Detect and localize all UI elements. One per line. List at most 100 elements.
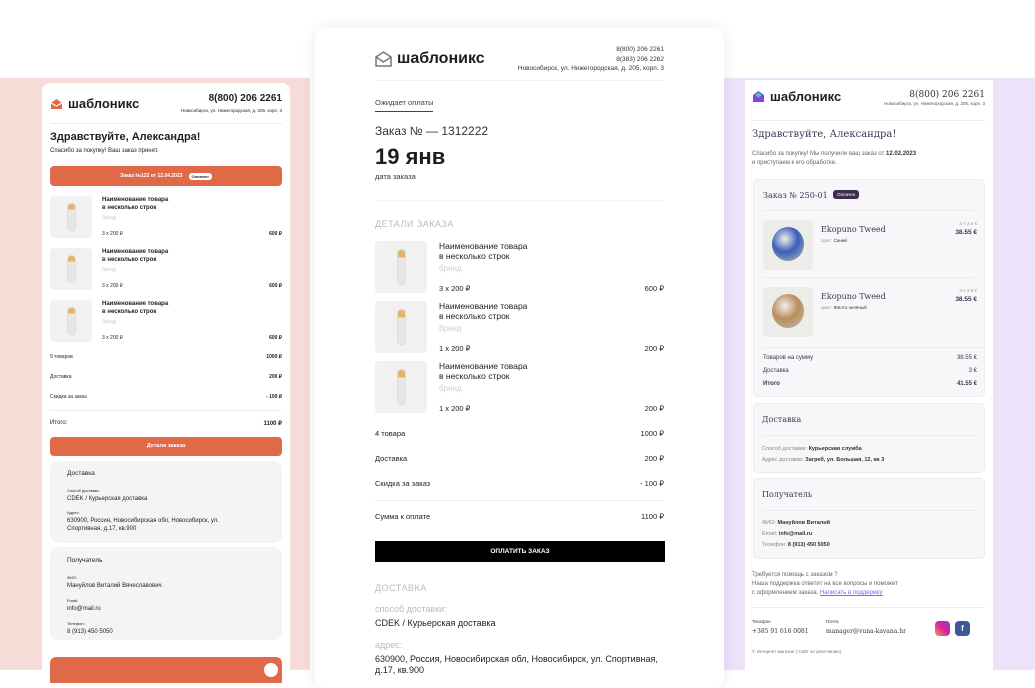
product-image bbox=[50, 248, 92, 290]
recipient-box: Получатель ФИО: Мануйлов Виталий Вячесла… bbox=[50, 547, 282, 640]
logo-text: шаблоникс bbox=[770, 89, 842, 104]
summary-value: 41.55 € bbox=[956, 381, 977, 387]
order-number: Заказ № 250-01 bbox=[763, 191, 828, 200]
order-details-button[interactable]: Детали заказа bbox=[50, 437, 282, 456]
delivery-title: Доставка bbox=[762, 415, 802, 424]
order-date-label: дата заказа bbox=[375, 172, 416, 181]
logo-text: шаблоникс bbox=[397, 50, 485, 67]
order-date: 19 янв bbox=[375, 144, 446, 169]
total-label: Сумма к оплате bbox=[375, 512, 431, 521]
instagram-icon[interactable] bbox=[935, 621, 950, 636]
summary-value: 1000 ₽ bbox=[266, 354, 282, 360]
support-link[interactable]: Написать в поддержку bbox=[819, 590, 883, 596]
summary-value: 38.55 € bbox=[956, 355, 977, 361]
product-image bbox=[375, 361, 427, 413]
product-qty: 3 x 200 ₽ bbox=[102, 231, 123, 237]
logo-text: шаблоникс bbox=[68, 96, 140, 111]
envelope-logo-icon bbox=[50, 98, 63, 109]
product-image bbox=[375, 301, 427, 353]
details-heading: ДЕТАЛИ ЗАКАЗА bbox=[375, 219, 454, 229]
summary-label: Товаров на сумму bbox=[763, 355, 814, 361]
logo: шаблоникс bbox=[50, 96, 139, 111]
social-icon[interactable] bbox=[264, 663, 278, 677]
method-label: способ доставки: bbox=[375, 604, 447, 614]
product-total: 600 ₽ bbox=[269, 283, 282, 289]
recipient-title: Получатель bbox=[67, 557, 103, 564]
method-value: CDEK / Курьерская доставка bbox=[67, 496, 148, 502]
product-name: Ekopuno Tweed bbox=[821, 292, 886, 301]
delivery-box: Доставка Способ доставки: CDEK / Курьерс… bbox=[50, 461, 282, 543]
address-value: Загреб, ул. Большая, 12, кв 3 bbox=[805, 457, 885, 463]
phone: 8(800) 206 2261 bbox=[909, 90, 985, 100]
recipient-title: Получатель bbox=[762, 490, 813, 499]
help-line2: Наша поддержка ответит на все вопросы и … bbox=[752, 581, 898, 587]
color-value: Синий bbox=[833, 238, 847, 243]
summary-label: Доставка bbox=[763, 368, 789, 374]
status-badge: Оплачен bbox=[188, 172, 212, 180]
email-template-mono: шаблоникс 8(800) 206 2261 8(383) 206 226… bbox=[315, 28, 724, 688]
email-value: info@mail.ru bbox=[67, 606, 101, 612]
pay-order-button[interactable]: ОПЛАТИТЬ ЗАКАЗ bbox=[375, 541, 665, 562]
method-label: Способ доставки: bbox=[762, 446, 808, 452]
product-qty: 3 x 200 ₽ bbox=[439, 284, 471, 293]
order-box: Заказ № 250-01 Оплачен Ekopuno Tweed Цве… bbox=[753, 179, 985, 397]
product-total: 600 ₽ bbox=[644, 284, 664, 293]
email-template-orange: шаблоникс 8(800) 206 2261 Новосибирск, у… bbox=[42, 83, 290, 683]
phone-label: Телефон: bbox=[762, 542, 787, 548]
thanks-text: Спасибо за покупку! Мы получили ваш зака… bbox=[752, 150, 916, 168]
email-value: info@mail.ru bbox=[778, 531, 813, 537]
email-label: Email: bbox=[762, 531, 778, 537]
thanks-line1: Спасибо за покупку! Мы получили ваш зака… bbox=[752, 151, 887, 157]
product-image bbox=[50, 196, 92, 238]
email-template-purple: шаблоникс 8(800) 206 2261 Новосибирск, у… bbox=[745, 80, 993, 680]
contacts: 8(800) 206 2261 8(383) 206 2262 Новосиби… bbox=[518, 45, 664, 74]
footer-bar bbox=[50, 657, 282, 683]
product-brand: бренд bbox=[102, 319, 117, 325]
envelope-logo-icon bbox=[375, 51, 392, 67]
summary-label: 9 товаров bbox=[50, 354, 73, 360]
facebook-icon[interactable]: f bbox=[955, 621, 970, 636]
product-qty: 3 x 200 ₽ bbox=[102, 283, 123, 289]
product-brand: бренд bbox=[102, 215, 117, 221]
product-brand: бренд bbox=[439, 324, 462, 333]
delivery-title: Доставка bbox=[67, 470, 95, 477]
color-value: Жёлто-зелёный bbox=[833, 305, 867, 310]
product-qty: 1 x 200 ₽ bbox=[439, 404, 471, 413]
address-line2: Спортивная, д.17, кв.900 bbox=[67, 526, 137, 532]
unit-price: 3 × 2.5 € bbox=[959, 288, 977, 293]
product-total: 200 ₽ bbox=[644, 344, 664, 353]
phone2: 8(383) 206 2262 bbox=[616, 55, 664, 63]
product-total: 38.55 € bbox=[955, 229, 977, 236]
footer-phone: +385 91 616 0081 bbox=[752, 628, 809, 635]
summary-label: Итого bbox=[763, 381, 780, 387]
logo: шаблоникс bbox=[375, 50, 485, 68]
delivery-heading: ДОСТАВКА bbox=[375, 583, 427, 593]
status-badge: Оплачен bbox=[833, 190, 860, 199]
product-total: 38.55 € bbox=[955, 296, 977, 303]
name-value: Мануйлов Виталий Вячеславович bbox=[67, 583, 162, 589]
recipient-box: Получатель ФИО: Мануйлов Виталий Email: … bbox=[753, 478, 985, 559]
name-value: Мануйлов Виталий bbox=[777, 520, 831, 526]
product-name: Наименование товара в несколько строк bbox=[439, 301, 528, 321]
unit-price: 3 × 2.5 € bbox=[959, 221, 977, 226]
footer-mail-label: Почта bbox=[826, 619, 839, 624]
phone1: 8(800) 206 2261 bbox=[616, 46, 664, 53]
order-bar: Заказ №122 от 12.04.2023 Оплачен bbox=[50, 166, 282, 186]
order-number: Заказ № — 1312222 bbox=[375, 124, 489, 138]
product-image bbox=[375, 241, 427, 293]
thanks-line2: и приступаем к его обработке. bbox=[752, 160, 837, 166]
delivery-box: Доставка Способ доставки: Курьерская слу… bbox=[753, 403, 985, 473]
summary-label: Доставка bbox=[50, 374, 72, 380]
product-name: Наименование товара в несколько строк bbox=[102, 197, 169, 211]
product-image bbox=[763, 220, 813, 270]
product-brand: бренд bbox=[439, 264, 462, 273]
summary-label: Скидка за заказ bbox=[375, 479, 431, 488]
method-label: Способ доставки: bbox=[67, 488, 100, 493]
phone-value: 8 (913) 450 5050 bbox=[67, 629, 113, 635]
phone-value: 8 (913) 450 5050 bbox=[787, 542, 830, 548]
method-value: CDEK / Курьерская доставка bbox=[375, 618, 496, 628]
status-tab[interactable]: Ожидает оплаты bbox=[375, 98, 434, 112]
order-date: 12.02.2023 bbox=[886, 151, 917, 157]
product-qty: 1 x 200 ₽ bbox=[439, 344, 471, 353]
footer-mail[interactable]: manager@vuna-kavana.hr bbox=[826, 628, 906, 635]
